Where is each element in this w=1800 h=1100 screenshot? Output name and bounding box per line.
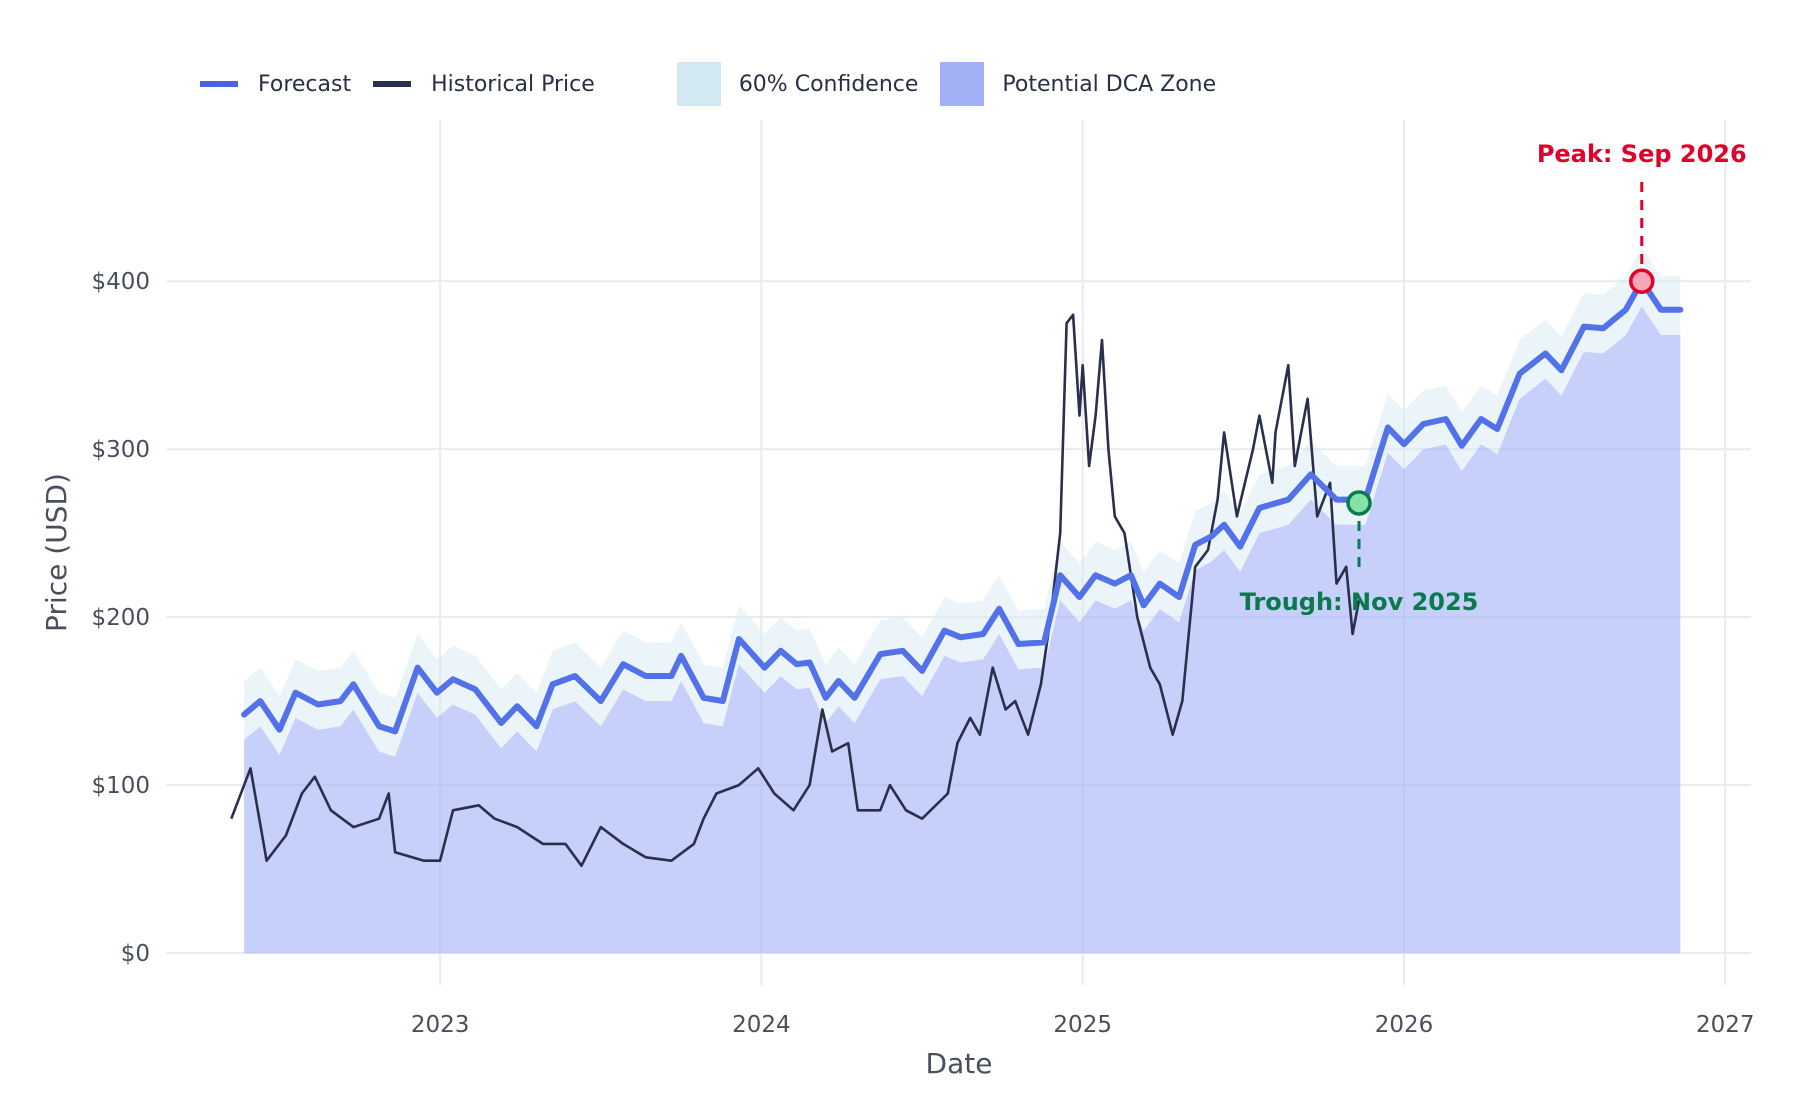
legend-confidence[interactable]: 60% Confidence (676, 62, 919, 106)
confidence-band (244, 247, 1681, 757)
y-tick-label: $400 (91, 269, 150, 295)
x-tick-label: 2024 (732, 1012, 791, 1038)
x-tick-label: 2023 (411, 1012, 470, 1038)
legend-swatch (200, 81, 238, 87)
y-tick-label: $100 (91, 773, 150, 799)
y-tick-label: $300 (91, 437, 150, 463)
legend-label: 60% Confidence (738, 71, 919, 97)
forecast-line (241, 278, 1684, 735)
x-tick-label: 2027 (1696, 1012, 1755, 1038)
legend-label: Potential DCA Zone (1002, 71, 1217, 97)
x-tick-label: 2026 (1375, 1012, 1434, 1038)
x-axis-title: Date (926, 1047, 993, 1080)
peak-label: Peak: Sep 2026 (1537, 140, 1747, 168)
legend-label: Forecast (258, 71, 352, 97)
legend-label: Historical Price (431, 71, 595, 97)
legend-dca[interactable]: Potential DCA Zone (940, 62, 1216, 106)
historical-price-line (230, 313, 1361, 868)
trough-label: Trough: Nov 2025 (1240, 588, 1479, 616)
legend-swatch (373, 81, 412, 87)
legend-swatch (940, 62, 985, 106)
x-tick-label: 2025 (1053, 1012, 1112, 1038)
trough-marker (1346, 490, 1372, 516)
legend-historical[interactable]: Historical Price (373, 72, 595, 97)
y-tick-label: $200 (91, 605, 150, 631)
dca-zone (244, 306, 1681, 954)
y-axis-title: Price (USD) (40, 473, 73, 632)
legend-swatch (676, 62, 721, 106)
legend: Forecast Historical Price 60% Confidence… (200, 62, 1238, 106)
peak-marker (1629, 268, 1655, 294)
legend-forecast[interactable]: Forecast (200, 72, 351, 97)
y-tick-label: $0 (121, 941, 150, 967)
